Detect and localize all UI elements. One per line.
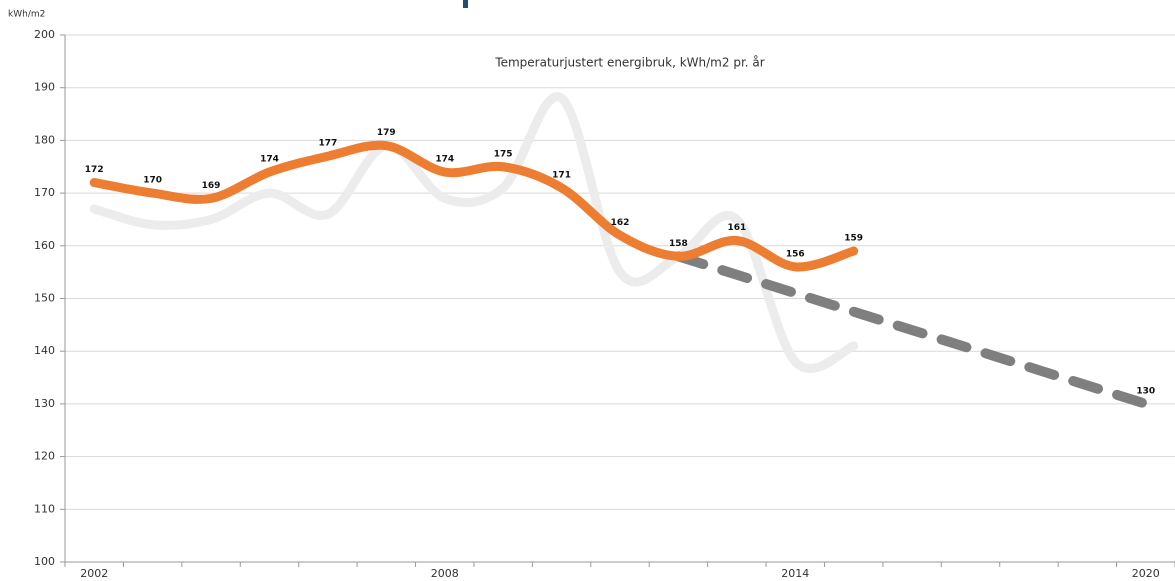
header-fragment bbox=[463, 0, 468, 8]
y-tick-label: 130 bbox=[34, 397, 55, 410]
data-label: 172 bbox=[85, 165, 104, 175]
data-label: 170 bbox=[143, 176, 162, 186]
data-label: 174 bbox=[435, 155, 454, 165]
y-tick-label: 180 bbox=[34, 133, 55, 146]
x-tick-label: 2020 bbox=[1132, 567, 1160, 580]
y-tick-label: 200 bbox=[34, 28, 55, 41]
x-tick-label: 2014 bbox=[781, 567, 809, 580]
data-label: 169 bbox=[202, 181, 221, 191]
y-tick-label: 190 bbox=[34, 81, 55, 94]
data-label: 156 bbox=[786, 249, 805, 259]
data-label: 162 bbox=[611, 218, 630, 228]
chart-title: Temperaturjustert energibruk, kWh/m2 pr.… bbox=[494, 56, 764, 70]
y-tick-label: 160 bbox=[34, 239, 55, 252]
x-tick-label: 2002 bbox=[80, 567, 108, 580]
data-label: 174 bbox=[260, 155, 279, 165]
data-label: 158 bbox=[669, 239, 688, 249]
y-tick-label: 150 bbox=[34, 292, 55, 305]
data-label: 175 bbox=[494, 149, 513, 159]
y-axis-label: kWh/m2 bbox=[8, 10, 45, 20]
line-series bbox=[89, 140, 859, 272]
y-tick-label: 140 bbox=[34, 344, 55, 357]
x-tick-label: 2008 bbox=[431, 567, 459, 580]
y-tick-label: 170 bbox=[34, 186, 55, 199]
y-tick-label: 100 bbox=[34, 555, 55, 568]
data-label: 161 bbox=[727, 223, 746, 233]
line-series bbox=[89, 92, 859, 373]
line-series bbox=[673, 251, 1151, 409]
y-tick-label: 120 bbox=[34, 450, 55, 463]
data-label: 177 bbox=[318, 139, 337, 149]
data-label: 159 bbox=[844, 234, 863, 244]
data-label: 179 bbox=[377, 128, 396, 138]
data-label: 130 bbox=[1136, 386, 1155, 396]
y-tick-label: 110 bbox=[34, 502, 55, 515]
data-label: 171 bbox=[552, 170, 571, 180]
